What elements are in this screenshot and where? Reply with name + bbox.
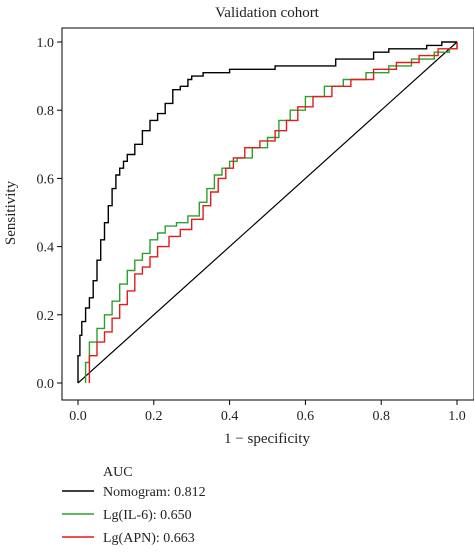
y-tick-label: 0.2 xyxy=(37,309,55,324)
legend-entry-label: Lg(APN): 0.663 xyxy=(103,531,195,546)
chart-title: Validation cohort xyxy=(215,5,320,21)
plot-frame xyxy=(61,27,474,401)
x-tick-label: 0.6 xyxy=(297,409,315,424)
reference-diagonal-line xyxy=(77,41,458,384)
legend-entry-label: Nomogram: 0.812 xyxy=(103,485,206,500)
y-tick-label: 1.0 xyxy=(37,36,55,51)
x-tick-label: 0.0 xyxy=(69,409,87,424)
y-tick-label: 0.0 xyxy=(37,377,55,392)
legend-entry-label: Lg(IL-6): 0.650 xyxy=(103,508,192,523)
legend-title: AUC xyxy=(103,465,133,480)
x-tick-label: 0.8 xyxy=(372,409,390,424)
x-tick-label: 1.0 xyxy=(448,409,466,424)
series-line-lg-il-6-0-650 xyxy=(84,42,458,383)
y-axis-label: Sensitivity xyxy=(3,180,19,245)
x-tick-label: 0.2 xyxy=(145,409,163,424)
series-line-nomogram-0-812 xyxy=(77,41,457,383)
x-tick-label: 0.4 xyxy=(221,409,239,424)
y-tick-label: 0.4 xyxy=(37,241,55,256)
y-axis: 0.0 0.2 0.4 0.6 0.8 1.0 xyxy=(37,36,62,392)
x-axis: 0.0 0.2 0.4 0.6 0.8 1.0 xyxy=(69,400,466,424)
series-layer xyxy=(77,41,458,383)
x-axis-label: 1 − specificity xyxy=(224,431,310,447)
y-tick-label: 0.6 xyxy=(37,172,55,187)
series-line-lg-apn-0-663 xyxy=(88,42,458,383)
y-tick-label: 0.8 xyxy=(37,104,55,119)
legend: AUC Nomogram: 0.812 Lg(IL-6): 0.650 Lg(APN… xyxy=(62,465,206,546)
